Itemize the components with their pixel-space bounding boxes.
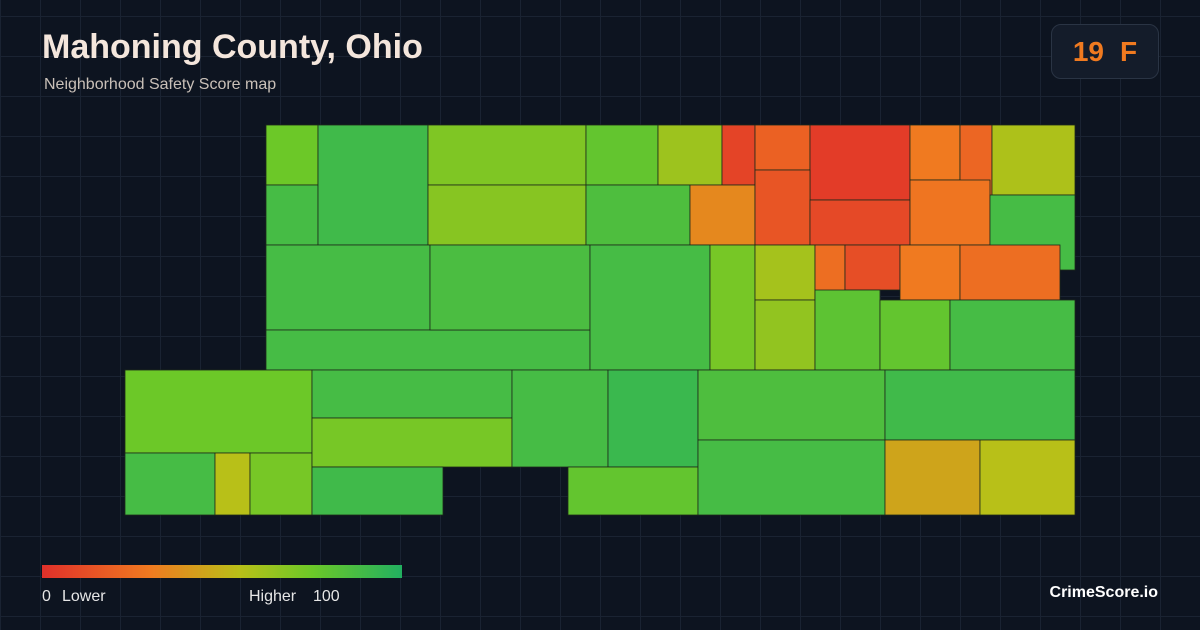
region	[949, 299, 1076, 371]
region	[265, 184, 319, 246]
region	[249, 452, 313, 516]
region	[214, 452, 251, 516]
region	[909, 179, 991, 246]
region	[657, 124, 723, 186]
legend-max: 100	[313, 588, 340, 605]
region	[809, 199, 911, 246]
region	[429, 244, 591, 331]
region	[311, 466, 444, 516]
region	[809, 124, 911, 201]
region	[265, 124, 319, 186]
region	[959, 244, 1061, 301]
region	[909, 124, 961, 181]
region	[754, 299, 816, 371]
region	[311, 369, 513, 419]
legend-gradient	[42, 565, 402, 578]
legend-min-label: Lower	[62, 588, 106, 605]
region	[317, 124, 429, 246]
grade: F	[1120, 35, 1138, 67]
score: 19	[1072, 35, 1105, 67]
region	[814, 289, 881, 371]
region	[589, 244, 711, 371]
region	[844, 244, 901, 291]
regions	[124, 124, 1076, 516]
region	[979, 439, 1076, 516]
region	[697, 369, 886, 441]
region	[884, 439, 981, 516]
region	[585, 124, 659, 186]
region	[265, 244, 431, 331]
region	[511, 369, 609, 468]
region	[689, 184, 756, 246]
region	[709, 244, 756, 371]
region	[721, 124, 756, 186]
region	[124, 369, 313, 454]
region	[265, 329, 591, 371]
region	[754, 244, 816, 301]
region	[427, 184, 587, 246]
region	[427, 124, 587, 186]
region	[879, 299, 951, 371]
region	[884, 369, 1076, 441]
brand: CrimeScore.io	[1049, 584, 1158, 601]
region	[124, 452, 216, 516]
region	[754, 169, 811, 246]
region	[567, 466, 699, 516]
region	[697, 439, 886, 516]
region	[991, 124, 1076, 196]
region	[899, 244, 961, 301]
legend-min: 0	[42, 588, 51, 605]
region	[585, 184, 691, 246]
region	[754, 124, 811, 171]
subtitle: Neighborhood Safety Score map	[44, 76, 277, 93]
region	[311, 417, 513, 468]
legend-max-label: Higher	[249, 588, 297, 605]
region	[607, 369, 699, 468]
title: Mahoning County, Ohio	[42, 28, 423, 66]
score-badge: 19 F	[1051, 24, 1159, 79]
